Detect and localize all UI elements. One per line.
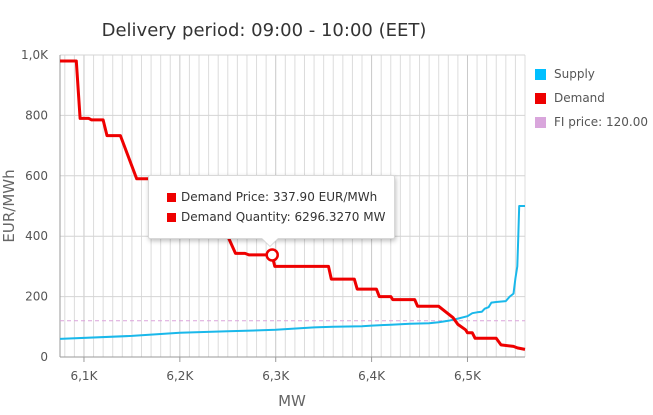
selected-point-marker — [265, 248, 279, 262]
legend-item-demand[interactable]: Demand — [535, 86, 648, 110]
chart-title: Delivery period: 09:00 - 10:00 (EET) — [102, 20, 427, 41]
demand-curve — [60, 59, 526, 351]
legend-swatch-demand — [535, 92, 546, 104]
legend-label-fi-price: FI price: 120.00 — [554, 115, 648, 129]
y-tick-label: 600 — [25, 169, 48, 183]
axis-labels: 0 200 400 600 800 1,0K 6,1K 6,2K 6,3K 6,4K 6,5K MW D… — [0, 0, 482, 410]
legend-swatch-supply — [535, 68, 546, 80]
x-tick-label: 6,1K — [70, 369, 98, 383]
x-tick-label: 6,5K — [454, 369, 482, 383]
tooltip-price-marker — [167, 192, 176, 202]
y-tick-label: 1,0K — [21, 48, 49, 62]
y-tick-label: 0 — [40, 350, 48, 364]
tooltip-quantity-marker — [167, 212, 176, 222]
tooltip-price-text: Demand Price: 337.90 EUR/MWh — [181, 190, 378, 204]
legend: Supply Demand FI price: 120.00 — [535, 62, 648, 134]
y-tick-label: 200 — [25, 290, 48, 304]
legend-label-supply: Supply — [554, 67, 595, 81]
tooltip-price-row: Demand Price: 337.90 EUR/MWh — [167, 190, 377, 204]
tooltip-quantity-row: Demand Quantity: 6296.3270 MW — [167, 210, 385, 224]
clipped-top-label: MW — [250, 0, 278, 1]
series-lines — [59, 59, 526, 351]
data-point-tooltip: Demand Price: 337.90 EUR/MWh Demand Quan… — [148, 175, 395, 246]
y-tick-label: 400 — [25, 229, 48, 243]
legend-swatch-fi-price — [535, 116, 546, 128]
y-tick-label: 800 — [25, 108, 48, 122]
legend-item-fi-price[interactable]: FI price: 120.00 — [535, 110, 648, 134]
x-tick-label: 6,3K — [262, 369, 290, 383]
legend-label-demand: Demand — [554, 91, 605, 105]
tooltip-quantity-text: Demand Quantity: 6296.3270 MW — [181, 210, 386, 224]
x-tick-label: 6,4K — [358, 369, 386, 383]
tooltip-pointer — [262, 238, 278, 246]
legend-item-supply[interactable]: Supply — [535, 62, 648, 86]
x-tick-label: 6,2K — [166, 369, 194, 383]
x-axis-title: MW — [278, 392, 306, 410]
supply-curve — [59, 205, 525, 340]
y-axis-title: EUR/MWh — [0, 169, 18, 242]
axes — [59, 55, 525, 362]
